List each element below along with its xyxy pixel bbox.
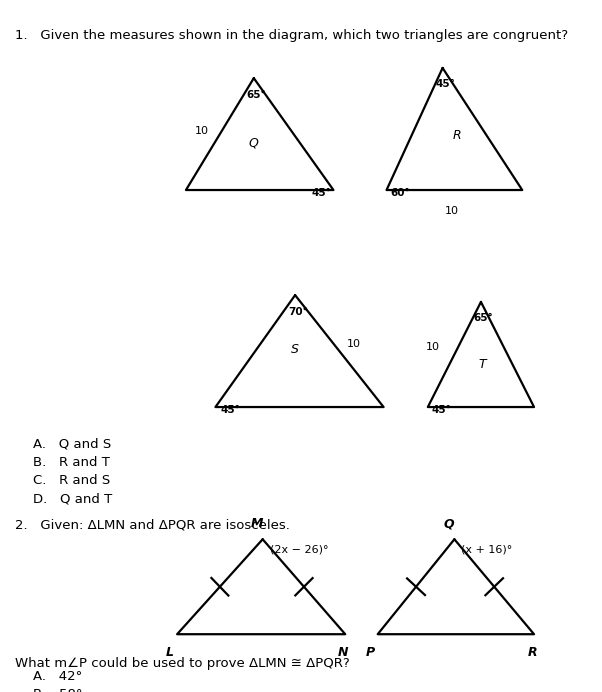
Text: 45°: 45°	[220, 405, 240, 415]
Text: 65°: 65°	[247, 90, 266, 100]
Text: 10: 10	[426, 343, 439, 352]
Text: R: R	[453, 129, 462, 143]
Text: N: N	[338, 646, 349, 659]
Text: 45°: 45°	[312, 188, 331, 198]
Text: A.   42°: A. 42°	[33, 670, 82, 683]
Text: (x + 16)°: (x + 16)°	[462, 544, 513, 554]
Text: 60°: 60°	[390, 188, 410, 198]
Text: What m∠P could be used to prove ΔLMN ≅ ΔPQR?: What m∠P could be used to prove ΔLMN ≅ Δ…	[15, 657, 350, 670]
Text: B.   58°: B. 58°	[33, 689, 82, 692]
Text: Q: Q	[443, 518, 454, 531]
Text: D.   Q and T: D. Q and T	[33, 493, 112, 505]
Text: 1.   Given the measures shown in the diagram, which two triangles are congruent?: 1. Given the measures shown in the diagr…	[15, 28, 568, 42]
Text: C.   R and S: C. R and S	[33, 474, 110, 487]
Text: 10: 10	[347, 339, 361, 349]
Text: T: T	[479, 358, 486, 371]
Text: Q: Q	[249, 136, 259, 149]
Text: 10: 10	[194, 126, 208, 136]
Text: 70°: 70°	[288, 307, 308, 317]
Text: 10: 10	[444, 206, 459, 216]
Text: 45°: 45°	[435, 80, 455, 89]
Text: 65°: 65°	[474, 313, 494, 323]
Text: 45°: 45°	[432, 405, 452, 415]
Text: (2x − 26)°: (2x − 26)°	[270, 544, 329, 554]
Text: S: S	[291, 343, 299, 356]
Text: M: M	[250, 518, 263, 531]
Text: P: P	[365, 646, 374, 659]
Text: L: L	[166, 646, 173, 659]
Text: B.   R and T: B. R and T	[33, 456, 110, 469]
Text: A.   Q and S: A. Q and S	[33, 437, 111, 450]
Text: R: R	[528, 646, 538, 659]
Text: 2.   Given: ΔLMN and ΔPQR are isosceles.: 2. Given: ΔLMN and ΔPQR are isosceles.	[15, 519, 290, 532]
